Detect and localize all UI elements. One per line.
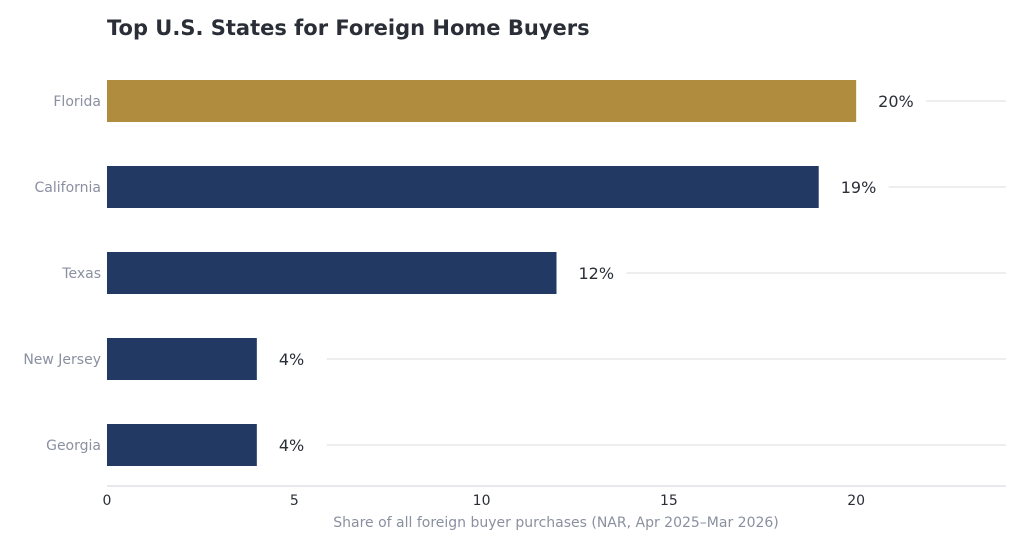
category-labels: Florida California Texas New Jersey Georgia (23, 94, 101, 454)
value-label: 4% (279, 350, 304, 369)
bar-georgia (107, 424, 257, 466)
value-label: 20% (878, 92, 914, 111)
bar-texas (107, 252, 557, 294)
x-axis-ticks: 0 5 10 15 20 (103, 493, 866, 509)
bar-new-jersey (107, 338, 257, 380)
value-label: 4% (279, 436, 304, 455)
x-axis-title: Share of all foreign buyer purchases (NA… (333, 515, 779, 531)
x-tick-label: 10 (473, 493, 491, 509)
value-label: 19% (841, 178, 877, 197)
x-tick-label: 15 (660, 493, 678, 509)
category-label: Texas (61, 266, 101, 282)
value-labels: 20% 19% 12% 4% 4% (279, 92, 914, 455)
chart-title: Top U.S. States for Foreign Home Buyers (107, 16, 590, 40)
category-label: California (35, 180, 101, 196)
bar-california (107, 166, 819, 208)
category-label: Florida (53, 94, 101, 110)
bars (107, 80, 857, 466)
x-tick-label: 20 (847, 493, 865, 509)
x-tick-label: 5 (290, 493, 299, 509)
bar-florida (107, 80, 857, 122)
grid-lines (326, 100, 1006, 446)
value-label: 12% (579, 264, 615, 283)
x-tick-label: 0 (103, 493, 112, 509)
category-label: Georgia (46, 438, 101, 454)
category-label: New Jersey (23, 352, 101, 368)
